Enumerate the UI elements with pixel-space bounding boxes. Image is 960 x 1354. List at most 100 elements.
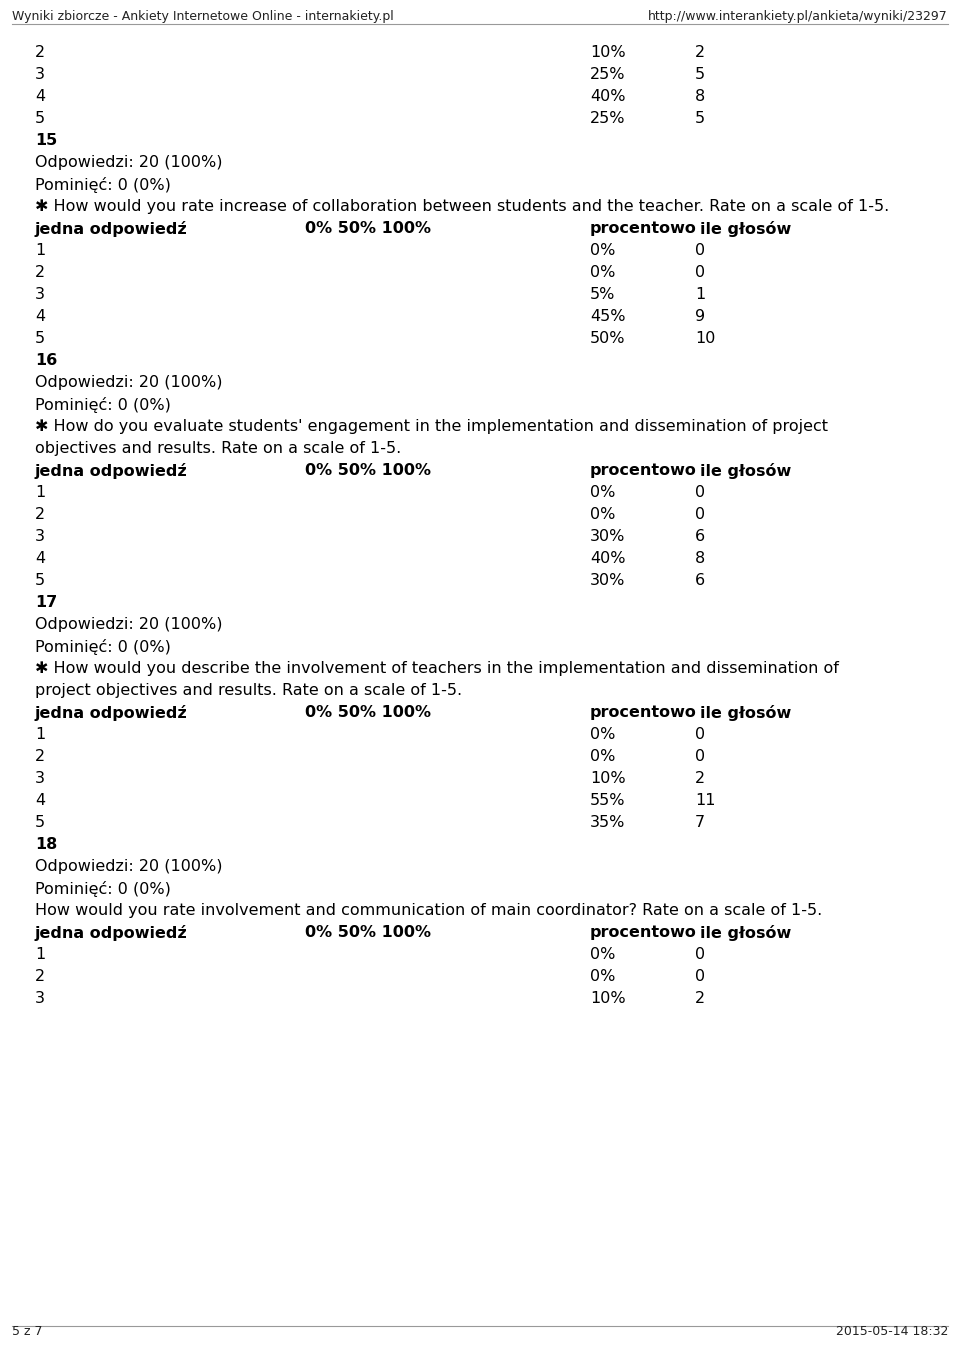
Text: 2015-05-14 18:32: 2015-05-14 18:32 xyxy=(835,1326,948,1338)
Text: 5: 5 xyxy=(35,815,45,830)
Text: ile głosów: ile głosów xyxy=(700,221,791,237)
Text: 2: 2 xyxy=(695,991,706,1006)
Text: 0%: 0% xyxy=(590,946,615,961)
Text: Odpowiedzi: 20 (100%): Odpowiedzi: 20 (100%) xyxy=(35,617,223,632)
Text: Pominięć: 0 (0%): Pominięć: 0 (0%) xyxy=(35,639,171,655)
Text: 6: 6 xyxy=(695,529,706,544)
Text: 0%: 0% xyxy=(590,969,615,984)
Text: jedna odpowiedź: jedna odpowiedź xyxy=(35,463,188,479)
Text: 8: 8 xyxy=(695,551,706,566)
Text: 0: 0 xyxy=(695,265,706,280)
Text: 3: 3 xyxy=(35,529,45,544)
Text: How would you rate involvement and communication of main coordinator? Rate on a : How would you rate involvement and commu… xyxy=(35,903,823,918)
Text: ile głosów: ile głosów xyxy=(700,463,791,479)
Text: 40%: 40% xyxy=(590,89,626,104)
Text: 8: 8 xyxy=(695,89,706,104)
Text: 15: 15 xyxy=(35,133,58,148)
Text: 5: 5 xyxy=(695,66,706,83)
Text: 0: 0 xyxy=(695,749,706,764)
Text: 5 z 7: 5 z 7 xyxy=(12,1326,42,1338)
Text: ✱ How do you evaluate students' engagement in the implementation and disseminati: ✱ How do you evaluate students' engageme… xyxy=(35,418,828,435)
Text: 1: 1 xyxy=(695,287,706,302)
Text: 4: 4 xyxy=(35,309,45,324)
Text: 1: 1 xyxy=(35,242,45,259)
Text: 11: 11 xyxy=(695,793,715,808)
Text: 45%: 45% xyxy=(590,309,626,324)
Text: 3: 3 xyxy=(35,66,45,83)
Text: 50%: 50% xyxy=(590,330,626,347)
Text: 30%: 30% xyxy=(590,529,625,544)
Text: 9: 9 xyxy=(695,309,706,324)
Text: 3: 3 xyxy=(35,770,45,787)
Text: ✱ How would you rate increase of collaboration between students and the teacher.: ✱ How would you rate increase of collabo… xyxy=(35,199,889,214)
Text: 3: 3 xyxy=(35,287,45,302)
Text: 40%: 40% xyxy=(590,551,626,566)
Text: 1: 1 xyxy=(35,727,45,742)
Text: 5: 5 xyxy=(695,111,706,126)
Text: Pominięć: 0 (0%): Pominięć: 0 (0%) xyxy=(35,881,171,896)
Text: ile głosów: ile głosów xyxy=(700,925,791,941)
Text: 4: 4 xyxy=(35,89,45,104)
Text: procentowo: procentowo xyxy=(590,221,697,236)
Text: 0%: 0% xyxy=(590,749,615,764)
Text: 5%: 5% xyxy=(590,287,615,302)
Text: 4: 4 xyxy=(35,793,45,808)
Text: 10%: 10% xyxy=(590,991,626,1006)
Text: project objectives and results. Rate on a scale of 1-5.: project objectives and results. Rate on … xyxy=(35,682,462,699)
Text: 5: 5 xyxy=(35,573,45,588)
Text: 16: 16 xyxy=(35,353,58,368)
Text: 0: 0 xyxy=(695,485,706,500)
Text: http://www.interankiety.pl/ankieta/wyniki/23297: http://www.interankiety.pl/ankieta/wynik… xyxy=(648,9,948,23)
Text: 0% 50% 100%: 0% 50% 100% xyxy=(305,705,431,720)
Text: Odpowiedzi: 20 (100%): Odpowiedzi: 20 (100%) xyxy=(35,154,223,171)
Text: 0% 50% 100%: 0% 50% 100% xyxy=(305,463,431,478)
Text: 2: 2 xyxy=(35,265,45,280)
Text: jedna odpowiedź: jedna odpowiedź xyxy=(35,925,188,941)
Text: 0: 0 xyxy=(695,242,706,259)
Text: 1: 1 xyxy=(35,946,45,961)
Text: 30%: 30% xyxy=(590,573,625,588)
Text: jedna odpowiedź: jedna odpowiedź xyxy=(35,221,188,237)
Text: 0%: 0% xyxy=(590,242,615,259)
Text: Pominięć: 0 (0%): Pominięć: 0 (0%) xyxy=(35,177,171,194)
Text: 0: 0 xyxy=(695,969,706,984)
Text: 0: 0 xyxy=(695,506,706,523)
Text: procentowo: procentowo xyxy=(590,925,697,940)
Text: ile głosów: ile głosów xyxy=(700,705,791,720)
Text: procentowo: procentowo xyxy=(590,705,697,720)
Text: 6: 6 xyxy=(695,573,706,588)
Text: 25%: 25% xyxy=(590,66,626,83)
Text: 2: 2 xyxy=(35,45,45,60)
Text: jedna odpowiedź: jedna odpowiedź xyxy=(35,705,188,720)
Text: procentowo: procentowo xyxy=(590,463,697,478)
Text: 4: 4 xyxy=(35,551,45,566)
Text: 0: 0 xyxy=(695,727,706,742)
Text: 25%: 25% xyxy=(590,111,626,126)
Text: 0% 50% 100%: 0% 50% 100% xyxy=(305,925,431,940)
Text: 2: 2 xyxy=(695,770,706,787)
Text: 0%: 0% xyxy=(590,727,615,742)
Text: 55%: 55% xyxy=(590,793,626,808)
Text: 0%: 0% xyxy=(590,506,615,523)
Text: 7: 7 xyxy=(695,815,706,830)
Text: Odpowiedzi: 20 (100%): Odpowiedzi: 20 (100%) xyxy=(35,375,223,390)
Text: 18: 18 xyxy=(35,837,58,852)
Text: 0% 50% 100%: 0% 50% 100% xyxy=(305,221,431,236)
Text: 5: 5 xyxy=(35,330,45,347)
Text: 2: 2 xyxy=(695,45,706,60)
Text: objectives and results. Rate on a scale of 1-5.: objectives and results. Rate on a scale … xyxy=(35,441,401,456)
Text: Pominięć: 0 (0%): Pominięć: 0 (0%) xyxy=(35,397,171,413)
Text: 5: 5 xyxy=(35,111,45,126)
Text: 1: 1 xyxy=(35,485,45,500)
Text: 10%: 10% xyxy=(590,45,626,60)
Text: 0: 0 xyxy=(695,946,706,961)
Text: 2: 2 xyxy=(35,969,45,984)
Text: 35%: 35% xyxy=(590,815,625,830)
Text: 2: 2 xyxy=(35,506,45,523)
Text: 2: 2 xyxy=(35,749,45,764)
Text: 17: 17 xyxy=(35,594,58,611)
Text: 0%: 0% xyxy=(590,265,615,280)
Text: 10: 10 xyxy=(695,330,715,347)
Text: 10%: 10% xyxy=(590,770,626,787)
Text: ✱ How would you describe the involvement of teachers in the implementation and d: ✱ How would you describe the involvement… xyxy=(35,661,839,676)
